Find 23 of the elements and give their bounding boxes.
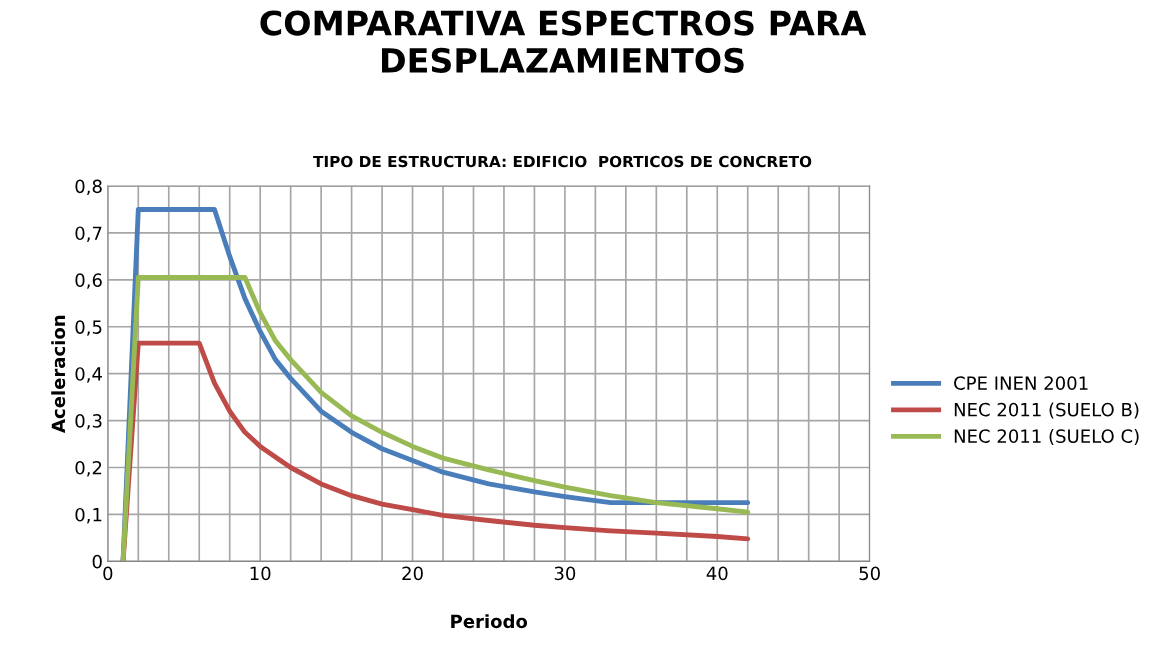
line-series <box>120 275 751 562</box>
x-axis-title: Periodo <box>451 614 528 629</box>
x-tick-label: 10 <box>250 566 271 581</box>
legend-label: NEC 2011 (SUELO B) <box>954 402 1139 419</box>
y-tick-label: 0,5 <box>75 320 102 336</box>
chart-subtitle: TIPO DE ESTRUCTURA: EDIFICIO PORTICOS DE CONCRETO <box>313 155 812 168</box>
legend-label: NEC 2011 (SUELO C) <box>954 428 1139 446</box>
y-axis-title: Aceleracion <box>51 315 66 433</box>
x-tick-label: 0 <box>103 566 113 581</box>
x-tick-label: 40 <box>706 566 728 581</box>
chart-title: COMPARATIVA ESPECTROS PARA DESPLAZAMIENTOS <box>260 10 867 73</box>
x-tick-label: 30 <box>554 566 576 581</box>
x-tick-label: 20 <box>402 566 423 581</box>
y-tick-label: 0,6 <box>75 273 102 289</box>
y-tick-label: 0 <box>92 554 102 569</box>
y-tick-label: 0,7 <box>75 226 102 242</box>
x-tick-label: 50 <box>859 566 880 581</box>
y-tick-label: 0,4 <box>75 367 102 383</box>
y-tick-label: 0,3 <box>75 414 102 430</box>
y-tick-label: 0,8 <box>75 179 102 195</box>
y-tick-label: 0,1 <box>75 507 102 524</box>
y-tick-label: 0,2 <box>75 460 102 477</box>
legend-label: CPE INEN 2001 <box>954 376 1088 390</box>
